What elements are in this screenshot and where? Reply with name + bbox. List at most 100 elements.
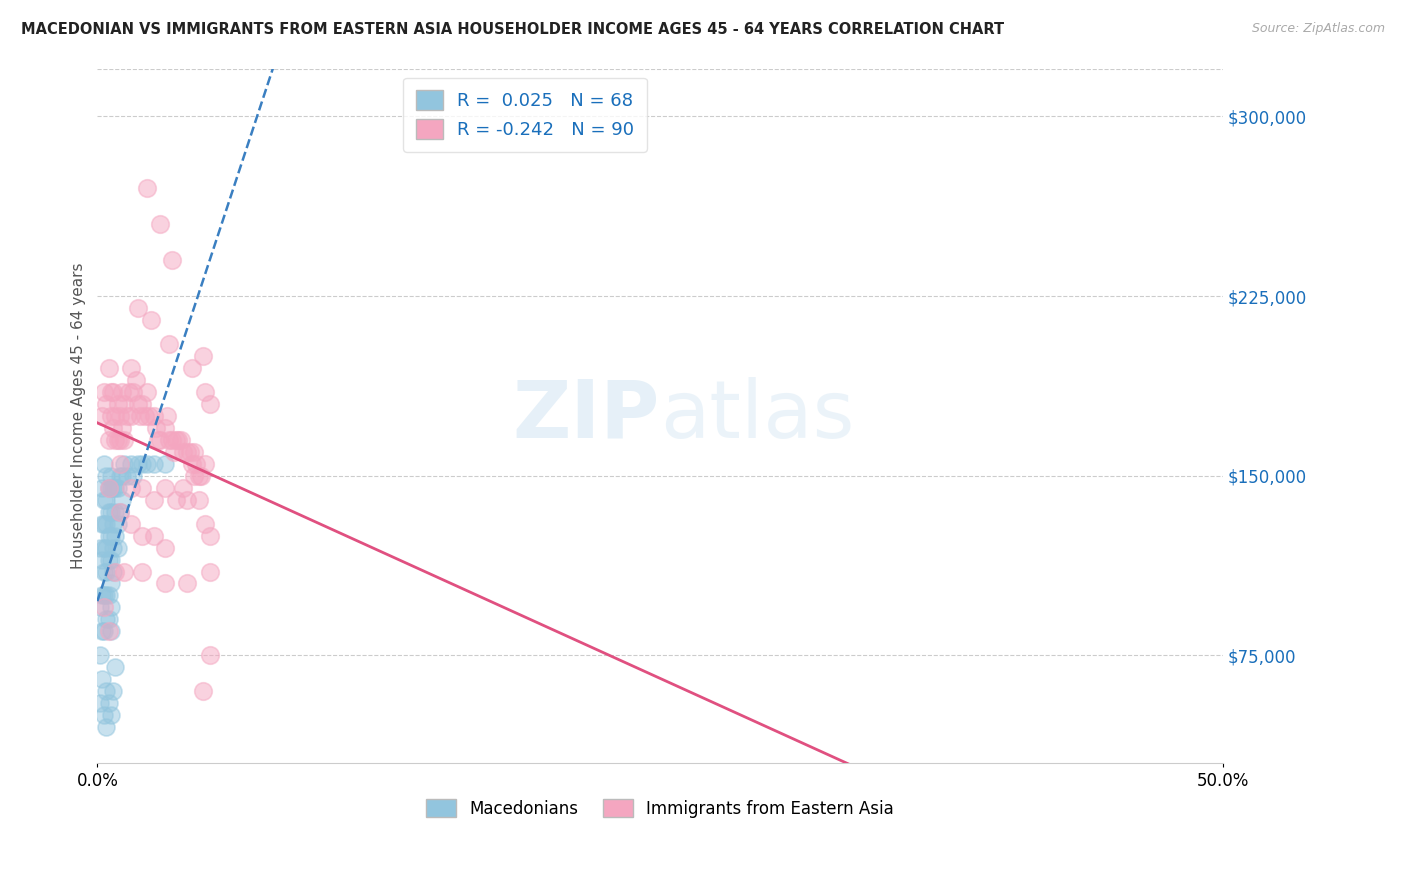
Point xyxy=(97,696,120,710)
Point xyxy=(97,505,120,519)
Point xyxy=(97,360,120,375)
Point xyxy=(183,468,205,483)
Text: MACEDONIAN VS IMMIGRANTS FROM EASTERN ASIA HOUSEHOLDER INCOME AGES 45 - 64 YEARS: MACEDONIAN VS IMMIGRANTS FROM EASTERN AS… xyxy=(21,22,1004,37)
Point xyxy=(93,565,115,579)
Point xyxy=(156,409,179,423)
Point xyxy=(145,421,167,435)
Point xyxy=(96,589,118,603)
Point xyxy=(89,648,111,663)
Point xyxy=(97,481,120,495)
Point xyxy=(100,468,122,483)
Point xyxy=(90,673,112,687)
Point xyxy=(180,360,202,375)
Point xyxy=(172,481,194,495)
Point xyxy=(111,492,134,507)
Point xyxy=(104,660,127,674)
Point xyxy=(198,565,221,579)
Point xyxy=(101,481,124,495)
Point xyxy=(186,457,208,471)
Point xyxy=(104,409,127,423)
Point xyxy=(97,528,120,542)
Point xyxy=(122,384,145,399)
Text: Source: ZipAtlas.com: Source: ZipAtlas.com xyxy=(1251,22,1385,36)
Point xyxy=(112,397,135,411)
Point xyxy=(93,589,115,603)
Point xyxy=(104,528,127,542)
Point xyxy=(134,409,156,423)
Point xyxy=(122,468,145,483)
Point xyxy=(93,600,115,615)
Point xyxy=(100,481,122,495)
Point xyxy=(101,541,124,555)
Point xyxy=(115,409,138,423)
Point xyxy=(142,492,165,507)
Point xyxy=(111,421,134,435)
Point xyxy=(127,397,149,411)
Point xyxy=(100,552,122,566)
Point xyxy=(131,528,153,542)
Point xyxy=(153,541,176,555)
Point xyxy=(90,481,112,495)
Point xyxy=(120,481,142,495)
Point xyxy=(131,397,153,411)
Point xyxy=(108,433,131,447)
Point xyxy=(142,457,165,471)
Point xyxy=(107,516,129,531)
Point xyxy=(97,552,120,566)
Point xyxy=(108,505,131,519)
Point xyxy=(93,492,115,507)
Point xyxy=(120,409,142,423)
Point xyxy=(108,457,131,471)
Text: atlas: atlas xyxy=(659,376,855,455)
Point xyxy=(176,492,198,507)
Point xyxy=(131,565,153,579)
Point xyxy=(165,433,187,447)
Y-axis label: Householder Income Ages 45 - 64 years: Householder Income Ages 45 - 64 years xyxy=(72,262,86,569)
Point xyxy=(93,708,115,723)
Point xyxy=(167,433,190,447)
Point xyxy=(153,481,176,495)
Point xyxy=(108,468,131,483)
Point xyxy=(169,433,191,447)
Point xyxy=(93,541,115,555)
Point xyxy=(135,181,157,195)
Point xyxy=(108,409,131,423)
Point xyxy=(93,624,115,639)
Point xyxy=(96,541,118,555)
Point xyxy=(90,624,112,639)
Point xyxy=(180,457,202,471)
Point xyxy=(96,612,118,626)
Point xyxy=(135,384,157,399)
Point xyxy=(107,541,129,555)
Point xyxy=(107,433,129,447)
Point xyxy=(104,505,127,519)
Point xyxy=(187,492,209,507)
Point xyxy=(90,516,112,531)
Point xyxy=(107,481,129,495)
Point xyxy=(97,624,120,639)
Point xyxy=(138,409,160,423)
Point xyxy=(96,516,118,531)
Point xyxy=(194,457,217,471)
Point xyxy=(101,565,124,579)
Legend: Macedonians, Immigrants from Eastern Asia: Macedonians, Immigrants from Eastern Asi… xyxy=(419,793,901,824)
Point xyxy=(111,468,134,483)
Point xyxy=(93,384,115,399)
Point xyxy=(131,481,153,495)
Point xyxy=(176,576,198,591)
Point xyxy=(90,589,112,603)
Point xyxy=(104,565,127,579)
Point xyxy=(101,516,124,531)
Point xyxy=(191,349,214,363)
Point xyxy=(198,648,221,663)
Point xyxy=(115,468,138,483)
Point xyxy=(190,468,212,483)
Point xyxy=(100,600,122,615)
Point xyxy=(198,397,221,411)
Point xyxy=(118,384,141,399)
Point xyxy=(100,528,122,542)
Point xyxy=(191,684,214,698)
Point xyxy=(111,384,134,399)
Point xyxy=(157,337,180,351)
Point xyxy=(100,708,122,723)
